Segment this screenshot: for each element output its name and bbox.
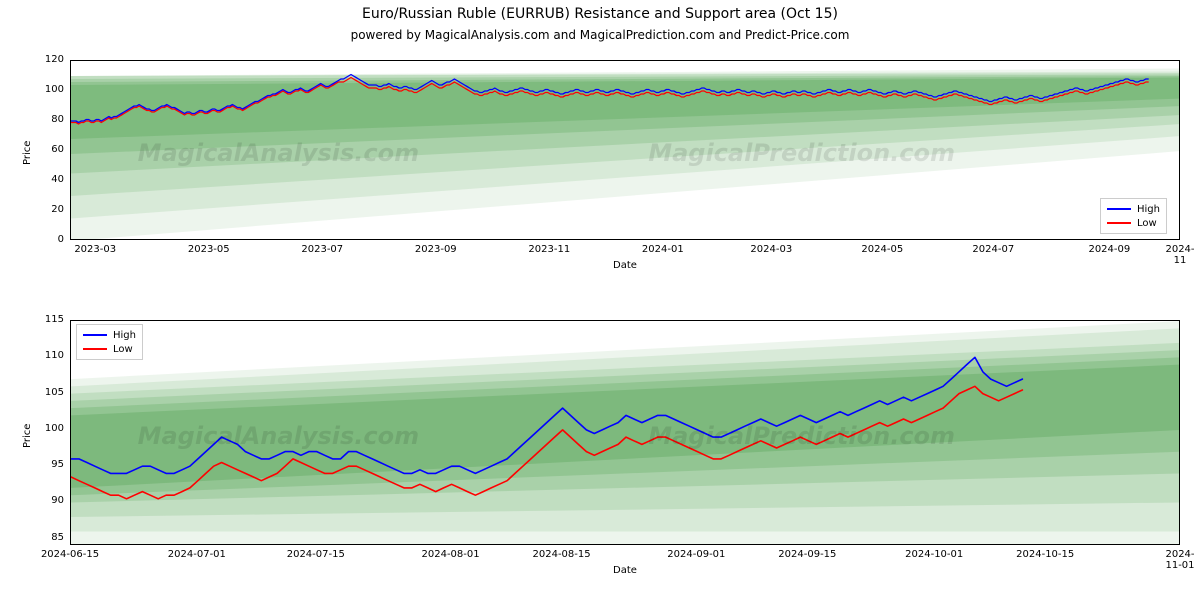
top-chart-y-label: Price xyxy=(22,141,33,165)
bottom-chart-plot-area: MagicalAnalysis.com MagicalPrediction.co… xyxy=(70,320,1180,545)
chart-title: Euro/Russian Ruble (EURRUB) Resistance a… xyxy=(0,6,1200,22)
y-tick-label: 0 xyxy=(30,234,64,245)
bottom-chart-legend: High Low xyxy=(76,324,143,360)
legend-swatch xyxy=(83,348,107,350)
bottom-chart-x-label: Date xyxy=(70,565,1180,576)
legend-label: High xyxy=(113,330,136,341)
x-tick-label: 2023-03 xyxy=(74,244,116,255)
chart-subtitle: powered by MagicalAnalysis.com and Magic… xyxy=(0,28,1200,42)
legend-row: Low xyxy=(1107,216,1160,230)
x-tick-label: 2024-07 xyxy=(972,244,1014,255)
x-tick-label: 2024-08-01 xyxy=(422,549,480,560)
top-chart-svg xyxy=(71,61,1180,240)
x-tick-label: 2024-01 xyxy=(642,244,684,255)
x-tick-label: 2024-09-01 xyxy=(667,549,725,560)
legend-row: High xyxy=(83,328,136,342)
y-tick-label: 115 xyxy=(30,314,64,325)
legend-label: High xyxy=(1137,204,1160,215)
y-tick-label: 120 xyxy=(30,54,64,65)
x-tick-label: 2024-06-15 xyxy=(41,549,99,560)
x-tick-label: 2024-05 xyxy=(861,244,903,255)
y-tick-label: 95 xyxy=(30,459,64,470)
legend-swatch xyxy=(1107,222,1131,224)
x-tick-label: 2024-09 xyxy=(1088,244,1130,255)
x-tick-label: 2023-09 xyxy=(415,244,457,255)
legend-row: Low xyxy=(83,342,136,356)
legend-label: Low xyxy=(113,344,133,355)
x-tick-label: 2024-07-01 xyxy=(168,549,226,560)
x-tick-label: 2024-07-15 xyxy=(287,549,345,560)
y-tick-label: 105 xyxy=(30,387,64,398)
x-tick-label: 2024-03 xyxy=(750,244,792,255)
y-tick-label: 110 xyxy=(30,350,64,361)
top-chart-x-label: Date xyxy=(70,260,1180,271)
y-tick-label: 100 xyxy=(30,423,64,434)
top-chart-plot-area: MagicalAnalysis.com MagicalPrediction.co… xyxy=(70,60,1180,240)
x-tick-label: 2024-10-15 xyxy=(1016,549,1074,560)
bottom-chart-svg xyxy=(71,321,1180,545)
x-tick-label: 2024-10-01 xyxy=(905,549,963,560)
y-tick-label: 100 xyxy=(30,84,64,95)
legend-swatch xyxy=(1107,208,1131,210)
y-tick-label: 40 xyxy=(30,174,64,185)
legend-row: High xyxy=(1107,202,1160,216)
y-tick-label: 60 xyxy=(30,144,64,155)
bottom-chart-y-label: Price xyxy=(22,423,33,447)
y-tick-label: 80 xyxy=(30,114,64,125)
top-chart-legend: High Low xyxy=(1100,198,1167,234)
x-tick-label: 2023-07 xyxy=(301,244,343,255)
x-tick-label: 2023-05 xyxy=(188,244,230,255)
y-tick-label: 20 xyxy=(30,204,64,215)
legend-swatch xyxy=(83,334,107,336)
x-tick-label: 2024-08-15 xyxy=(533,549,591,560)
x-tick-label: 2023-11 xyxy=(528,244,570,255)
legend-label: Low xyxy=(1137,218,1157,229)
y-tick-label: 85 xyxy=(30,532,64,543)
y-tick-label: 90 xyxy=(30,495,64,506)
x-tick-label: 2024-09-15 xyxy=(778,549,836,560)
